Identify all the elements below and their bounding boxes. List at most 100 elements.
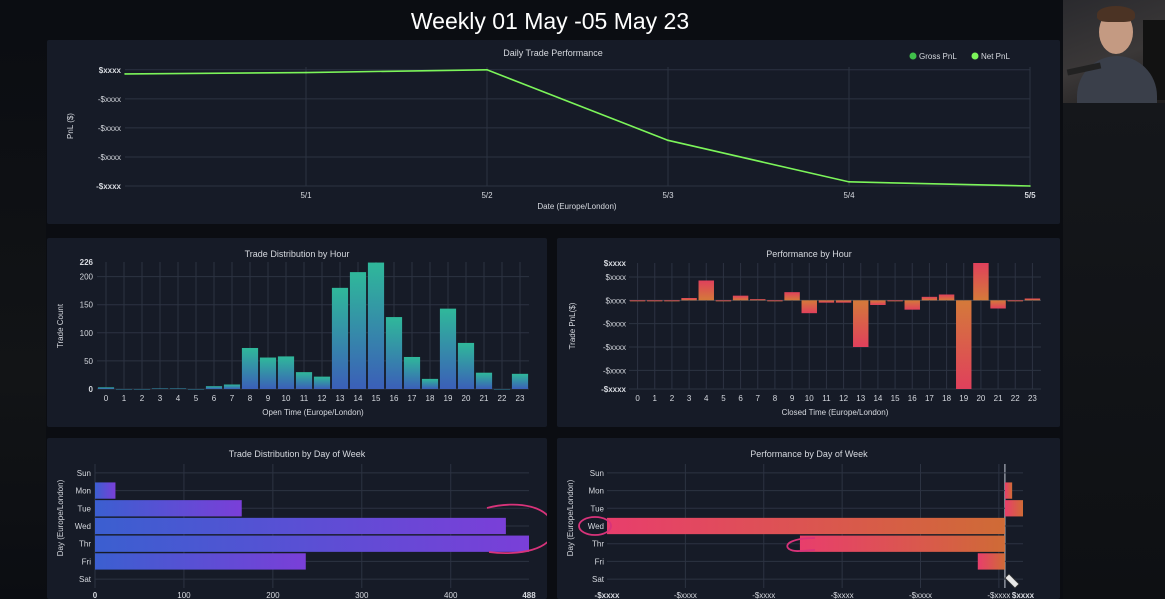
bar (241, 347, 259, 389)
bar (973, 263, 989, 301)
x-tick-label: 5/4 (843, 191, 855, 200)
y-tick-label: 200 (80, 273, 94, 282)
y-tick-label: Mon (588, 487, 604, 496)
background-right-strip (1063, 103, 1165, 599)
bar (1004, 500, 1023, 517)
y-tick-label: 226 (80, 258, 94, 267)
x-tick-label: 21 (480, 394, 489, 403)
x-tick-label: -$xxxx (909, 591, 932, 599)
bar (133, 389, 151, 390)
y-tick-label: 150 (80, 301, 94, 310)
y-tick-label: -$xxxx (96, 182, 121, 191)
x-tick-label: 11 (822, 394, 831, 403)
y-tick-label: Tue (591, 504, 605, 513)
x-tick-label: 300 (355, 591, 369, 599)
dow-distribution-panel: Trade Distribution by Day of Week 0 100 200… (47, 438, 547, 599)
data-point (305, 71, 307, 74)
annotation-circle (486, 503, 547, 555)
hour-performance-chart: Performance by Hour $xxxx $xxxx $xxxx -$xxxx… (568, 249, 1041, 417)
bar (493, 389, 511, 390)
y-axis-label: Day (Europe/London) (566, 479, 575, 556)
bar (97, 387, 115, 389)
bar (921, 296, 938, 301)
chart-title: Performance by Hour (766, 249, 852, 259)
x-tick-label: 15 (372, 394, 381, 403)
y-axis-label: Day (Europe/London) (56, 479, 65, 556)
series-line-net-pnl (124, 68, 1031, 187)
chart-title: Performance by Day of Week (750, 449, 868, 459)
annotation-circle (578, 516, 612, 536)
x-tick-label: 5/1 (300, 191, 312, 200)
x-tick-label: 5/3 (662, 191, 674, 200)
bar (629, 300, 646, 302)
daily-performance-panel: Daily Trade Performance $xxxx -$xxxx -$xxxx… (47, 40, 1060, 224)
legend-marker (971, 52, 979, 60)
x-tick-label: -$xxxx (595, 591, 620, 599)
bar (870, 300, 886, 305)
x-tick-label: 9 (266, 394, 271, 403)
y-tick-label: $xxxx (604, 259, 627, 268)
x-tick-label: 11 (300, 394, 309, 403)
bar (223, 384, 241, 389)
bar (385, 317, 403, 389)
y-tick-label: $xxxx (99, 66, 122, 75)
chart-title: Trade Distribution by Hour (245, 249, 350, 259)
x-tick-label: 5 (194, 394, 199, 403)
bar (439, 308, 457, 389)
x-tick-label: 10 (282, 394, 291, 403)
x-tick-label: 12 (318, 394, 327, 403)
bar (681, 298, 697, 301)
dow-performance-panel: Performance by Day of Week -$xxxx -$xxxx -$… (557, 438, 1060, 599)
legend-marker (909, 52, 917, 60)
bar (956, 300, 972, 389)
x-tick-label: -$xxxx (752, 591, 775, 599)
webcam-overlay (1063, 0, 1165, 103)
legend-label: Net PnL (981, 52, 1010, 61)
bar (259, 357, 277, 389)
x-tick-label: 22 (498, 394, 507, 403)
bar (853, 300, 869, 347)
x-tick-label: 100 (177, 591, 191, 599)
bar (607, 517, 1005, 535)
x-tick-label: 18 (942, 394, 951, 403)
x-tick-label: 23 (516, 394, 525, 403)
x-tick-label: 15 (891, 394, 900, 403)
x-axis-label: Open Time (Europe/London) (262, 408, 364, 417)
x-tick-label: 14 (873, 394, 882, 403)
y-tick-label: -$xxxx (98, 153, 121, 162)
x-tick-label: 16 (390, 394, 399, 403)
bar (698, 280, 714, 301)
x-tick-label: 1 (122, 394, 127, 403)
bar (95, 500, 242, 517)
hour-distribution-chart: Trade Distribution by Hour05010015020022… (56, 249, 529, 417)
x-tick-label: 8 (773, 394, 778, 403)
y-tick-label: -$xxxx (603, 343, 626, 352)
x-tick-label: -$xxxx (987, 591, 1010, 599)
x-tick-label: 5/5 (1024, 191, 1036, 200)
x-tick-label: 21 (994, 394, 1003, 403)
dow-performance-chart: Performance by Day of Week -$xxxx -$xxxx -$… (566, 449, 1035, 599)
bar (151, 388, 169, 389)
y-tick-label: Fri (595, 557, 605, 566)
x-tick-label: -$xxxx (831, 591, 854, 599)
y-tick-label: Thr (79, 540, 91, 549)
bar (277, 356, 295, 389)
y-tick-label: Sun (590, 469, 604, 478)
x-tick-label: 16 (908, 394, 917, 403)
x-tick-label: 5/2 (481, 191, 493, 200)
bar (938, 294, 955, 301)
y-axis-label: PnL ($) (66, 113, 75, 139)
y-tick-label: -$xxxx (98, 124, 121, 133)
bar (95, 535, 529, 552)
x-tick-label: 14 (354, 394, 363, 403)
data-point (667, 139, 669, 142)
x-tick-label: 3 (158, 394, 163, 403)
bar (647, 300, 663, 302)
bar (801, 300, 817, 314)
bar (511, 373, 529, 389)
dow-distribution-chart: Trade Distribution by Day of Week 0 100 200… (56, 449, 547, 599)
x-tick-label: 9 (790, 394, 795, 403)
bar (750, 299, 766, 301)
x-tick-label: 0 (93, 591, 98, 599)
x-tick-label: 20 (462, 394, 471, 403)
